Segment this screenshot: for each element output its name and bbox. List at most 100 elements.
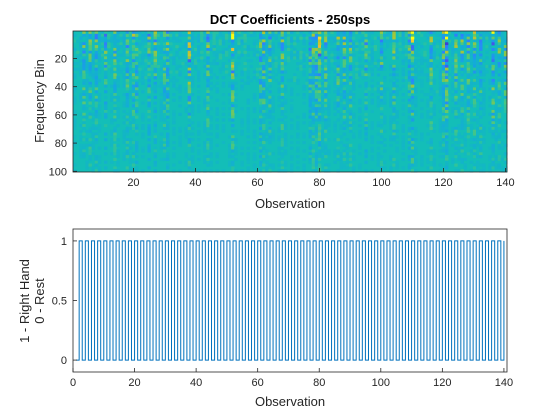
heatmap-cell xyxy=(97,169,102,173)
heatmap-cell xyxy=(268,90,272,94)
heatmap-cell xyxy=(187,140,192,145)
heatmap-cell xyxy=(401,59,405,63)
heatmap-cell xyxy=(271,59,275,63)
heatmap-cell xyxy=(333,62,337,66)
heatmap-cell xyxy=(166,42,170,46)
heatmap-cell xyxy=(336,157,340,162)
heatmap-cell xyxy=(460,67,464,71)
heatmap-cell xyxy=(460,59,464,63)
heatmap-cell xyxy=(476,135,480,139)
heatmap-cell xyxy=(116,109,120,114)
heatmap-cell xyxy=(116,45,120,49)
heatmap-cell xyxy=(203,143,207,147)
heatmap-cell xyxy=(97,47,102,52)
heatmap-cell xyxy=(445,59,449,63)
heatmap-cell xyxy=(466,62,471,66)
heatmap-cell xyxy=(324,126,328,130)
heatmap-cell xyxy=(206,163,210,167)
heatmap-cell xyxy=(407,166,412,170)
heatmap-cell xyxy=(166,121,170,125)
heatmap-cell xyxy=(407,132,412,136)
heatmap-cell xyxy=(131,121,136,125)
heatmap-cell xyxy=(317,62,322,66)
heatmap-cell xyxy=(252,146,257,150)
heatmap-cell xyxy=(259,90,263,94)
heatmap-cell xyxy=(228,155,232,159)
heatmap-cell xyxy=(116,70,120,74)
heatmap-cell xyxy=(414,132,418,136)
heatmap-cell xyxy=(293,50,297,54)
heatmap-x-tick-label: 80 xyxy=(313,177,325,189)
heatmap-cell xyxy=(488,121,492,125)
heatmap-cell xyxy=(122,101,126,105)
heatmap-cell xyxy=(187,39,192,43)
heatmap-cell xyxy=(497,163,502,167)
heatmap-cell xyxy=(432,104,436,108)
heatmap-cell xyxy=(128,33,133,37)
heatmap-cell xyxy=(472,101,477,105)
heatmap-cell xyxy=(166,59,170,63)
heatmap-cell xyxy=(231,124,235,128)
heatmap-cell xyxy=(469,87,474,91)
heatmap-cell xyxy=(460,121,464,125)
heatmap-cell xyxy=(407,157,412,162)
heatmap-cell xyxy=(125,84,130,88)
heatmap-cell xyxy=(339,73,343,77)
heatmap-cell xyxy=(472,118,477,122)
heatmap-cell xyxy=(237,45,241,49)
heatmap-cell xyxy=(420,112,424,116)
heatmap-cell xyxy=(296,146,300,150)
heatmap-cell xyxy=(228,45,232,49)
heatmap-cell xyxy=(463,78,467,83)
heatmap-cell xyxy=(317,84,322,88)
heatmap-cell xyxy=(259,56,263,60)
heatmap-cell xyxy=(500,45,505,49)
heatmap-cell xyxy=(206,157,210,162)
heatmap-cell xyxy=(215,81,219,85)
heatmap-cell xyxy=(317,98,322,102)
heatmap-cell xyxy=(268,98,272,102)
heatmap-cell xyxy=(290,126,294,130)
heatmap-cell xyxy=(290,87,294,91)
heatmap-cell xyxy=(429,56,433,60)
heatmap-cell xyxy=(122,39,126,43)
heatmap-cell xyxy=(370,42,374,46)
heatmap-cell xyxy=(494,56,498,60)
heatmap-cell xyxy=(395,47,399,52)
heatmap-cell xyxy=(426,140,430,145)
heatmap-cell xyxy=(324,64,328,68)
heatmap-cell xyxy=(82,56,86,60)
heatmap-cell xyxy=(153,169,157,173)
heatmap-cell xyxy=(432,163,436,167)
heatmap-cell xyxy=(497,36,502,40)
heatmap-cell xyxy=(479,73,483,77)
heatmap-cell xyxy=(438,121,443,125)
heatmap-cell xyxy=(94,76,99,80)
heatmap-cell xyxy=(441,45,446,49)
heatmap-cell xyxy=(277,152,281,156)
heatmap-cell xyxy=(187,138,192,142)
heatmap-cell xyxy=(94,36,99,40)
heatmap-x-tick-label: 40 xyxy=(189,177,201,189)
heatmap-cell xyxy=(209,132,213,136)
heatmap-cell xyxy=(73,124,77,128)
heatmap-cell xyxy=(215,118,219,122)
heatmap-cell xyxy=(441,64,446,68)
heatmap-cell xyxy=(147,53,151,57)
heatmap-cell xyxy=(414,169,418,173)
heatmap-cell xyxy=(429,157,433,162)
heatmap-cell xyxy=(268,31,272,35)
heatmap-cell xyxy=(503,135,508,139)
heatmap-cell xyxy=(147,149,151,153)
heatmap-cell xyxy=(215,87,219,91)
heatmap-cell xyxy=(401,112,405,116)
heatmap-cell xyxy=(116,115,120,119)
heatmap-cell xyxy=(410,149,415,153)
heatmap-cell xyxy=(88,36,92,40)
heatmap-cell xyxy=(172,39,176,43)
heatmap-cell xyxy=(193,36,198,40)
heatmap-cell xyxy=(104,112,108,116)
heatmap-cell xyxy=(488,98,492,102)
heatmap-cell xyxy=(135,95,139,99)
heatmap-cell xyxy=(460,126,464,130)
